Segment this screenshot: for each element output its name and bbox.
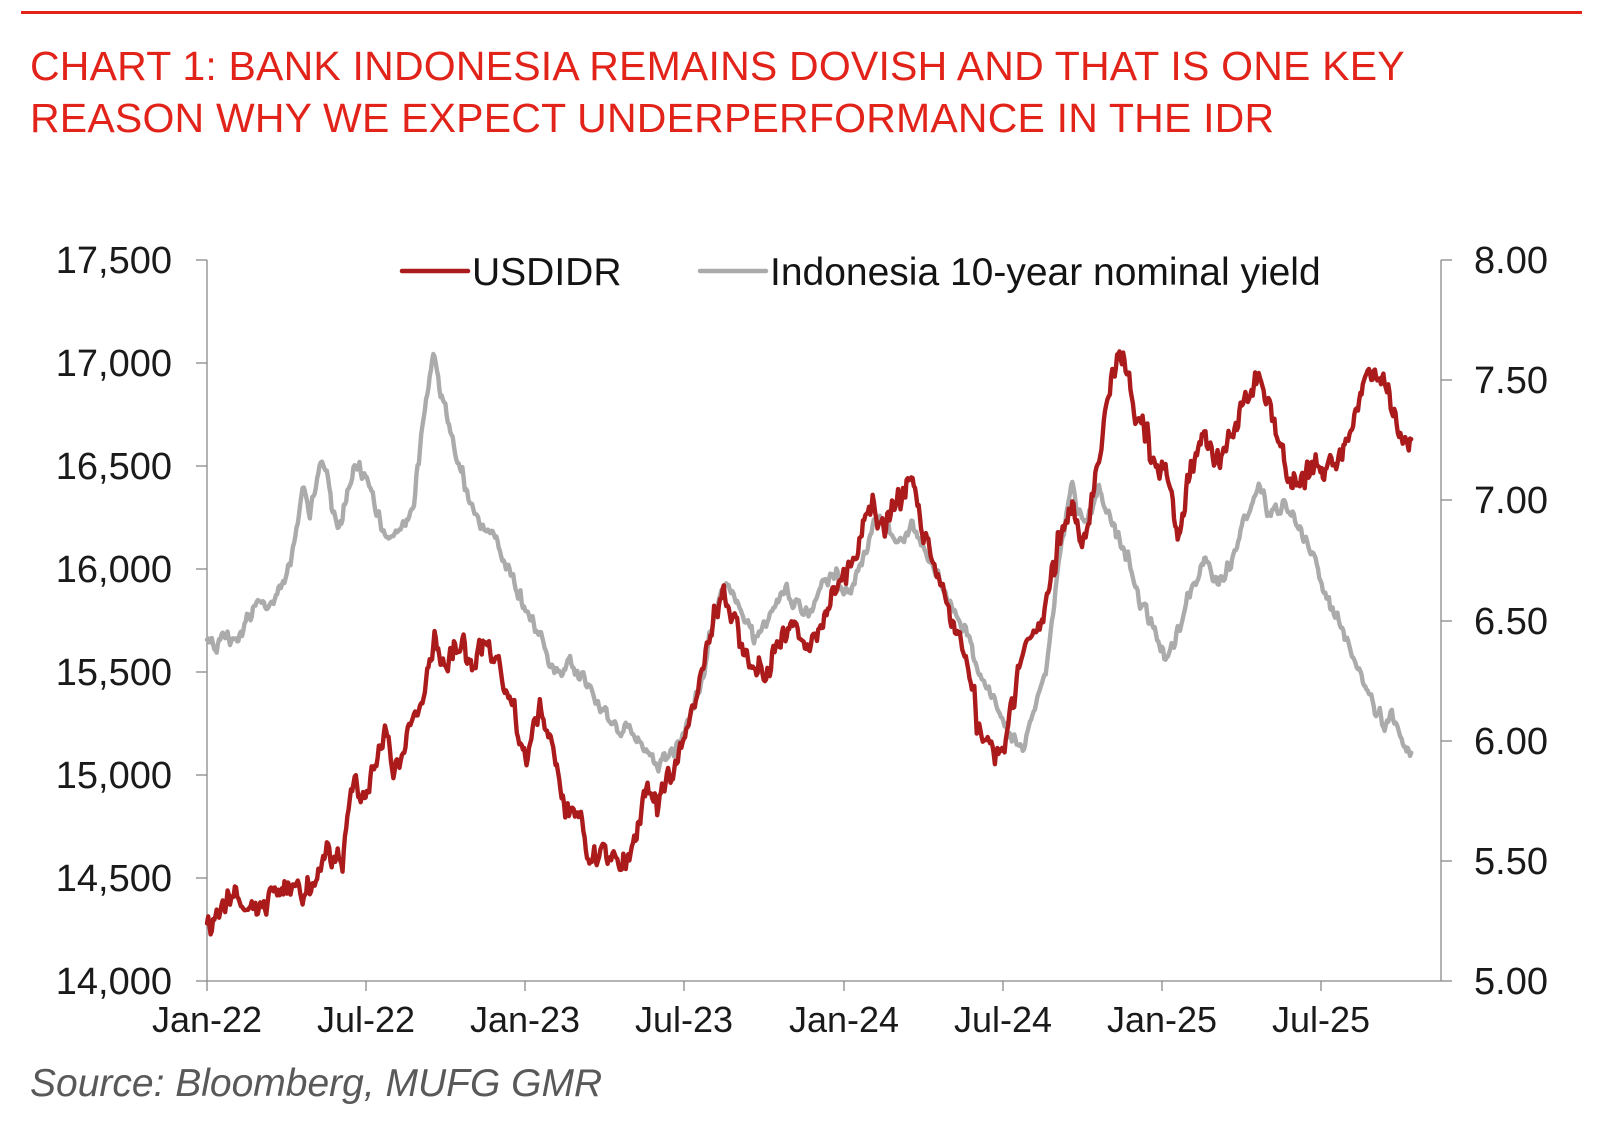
svg-text:5.50: 5.50 — [1474, 841, 1548, 883]
svg-text:14,500: 14,500 — [56, 858, 172, 900]
svg-text:Jan-25: Jan-25 — [1107, 999, 1217, 1040]
svg-text:8.00: 8.00 — [1474, 240, 1548, 282]
svg-text:17,000: 17,000 — [56, 343, 172, 385]
svg-text:6.50: 6.50 — [1474, 601, 1548, 643]
svg-text:7.50: 7.50 — [1474, 360, 1548, 402]
svg-text:Jan-22: Jan-22 — [152, 999, 262, 1040]
svg-text:7.00: 7.00 — [1474, 480, 1548, 522]
svg-text:USDIDR: USDIDR — [472, 251, 622, 294]
svg-text:Jan-24: Jan-24 — [789, 999, 899, 1040]
svg-text:6.00: 6.00 — [1474, 721, 1548, 763]
svg-text:Indonesia 10-year nominal yiel: Indonesia 10-year nominal yield — [770, 251, 1321, 294]
svg-text:Jul-24: Jul-24 — [954, 999, 1052, 1040]
svg-text:14,000: 14,000 — [56, 961, 172, 1003]
svg-text:Jan-23: Jan-23 — [470, 999, 580, 1040]
svg-text:Jul-23: Jul-23 — [635, 999, 733, 1040]
svg-text:15,500: 15,500 — [56, 652, 172, 694]
svg-text:Jul-22: Jul-22 — [317, 999, 415, 1040]
svg-text:16,000: 16,000 — [56, 549, 172, 591]
svg-text:15,000: 15,000 — [56, 755, 172, 797]
svg-text:5.00: 5.00 — [1474, 961, 1548, 1003]
svg-text:16,500: 16,500 — [56, 446, 172, 488]
svg-text:Jul-25: Jul-25 — [1272, 999, 1370, 1040]
svg-text:17,500: 17,500 — [56, 240, 172, 282]
